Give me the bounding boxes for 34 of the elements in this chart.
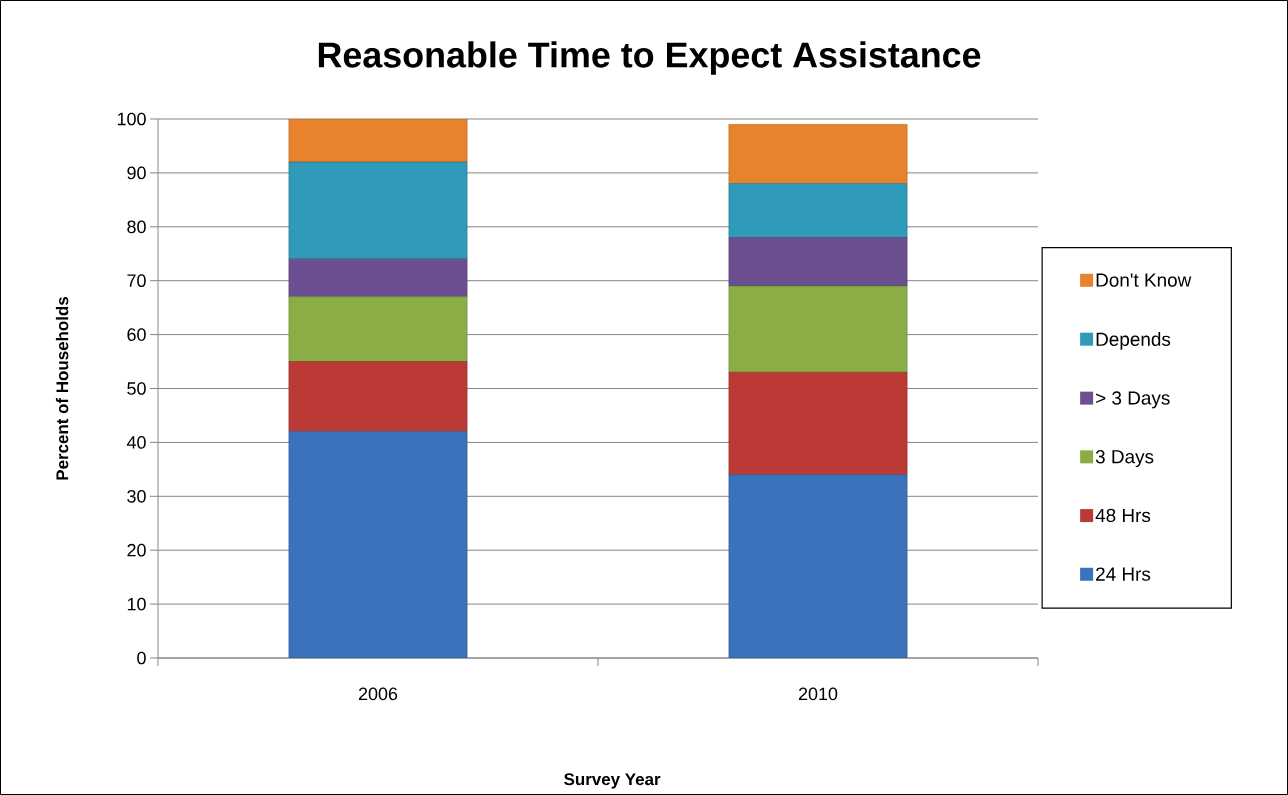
legend-label: 48 Hrs xyxy=(1095,508,1151,523)
bar xyxy=(288,161,468,260)
y-tick-label: 80 xyxy=(127,220,146,234)
bar xyxy=(728,474,908,658)
y-tick-label: 50 xyxy=(127,382,146,395)
bar xyxy=(728,372,908,476)
x-axis-title: Survey Year xyxy=(564,773,661,789)
bar xyxy=(728,183,908,238)
x-tick-label: 2010 xyxy=(798,687,838,701)
y-tick-label: 90 xyxy=(127,166,146,180)
y-tick-label: 100 xyxy=(117,112,146,126)
legend-label: Don't Know xyxy=(1096,273,1192,287)
y-tick-label: 20 xyxy=(127,543,146,557)
legend-label: Depends xyxy=(1096,332,1171,350)
bar xyxy=(728,124,908,184)
legend-label: 3 Days xyxy=(1095,450,1154,468)
bar xyxy=(288,258,468,298)
y-tick-label: 0 xyxy=(137,651,146,665)
bar xyxy=(728,237,908,287)
y-tick-label: 60 xyxy=(127,328,146,341)
x-tick-label: 2006 xyxy=(358,687,398,701)
legend-label: > 3 Days xyxy=(1096,391,1170,409)
bar xyxy=(288,118,468,163)
y-tick-label: 30 xyxy=(127,489,146,503)
y-tick-label: 70 xyxy=(127,274,146,288)
bar xyxy=(728,285,908,373)
bar xyxy=(288,431,468,658)
bar xyxy=(288,296,468,362)
y-axis-title: Percent of Households xyxy=(55,296,69,480)
y-tick-label: 40 xyxy=(126,436,146,449)
legend-label: 24 Hrs xyxy=(1096,567,1151,581)
chart-title: Reasonable Time to Expect Assistance xyxy=(318,41,981,75)
bar xyxy=(288,361,468,432)
y-tick-label: 10 xyxy=(127,597,146,611)
